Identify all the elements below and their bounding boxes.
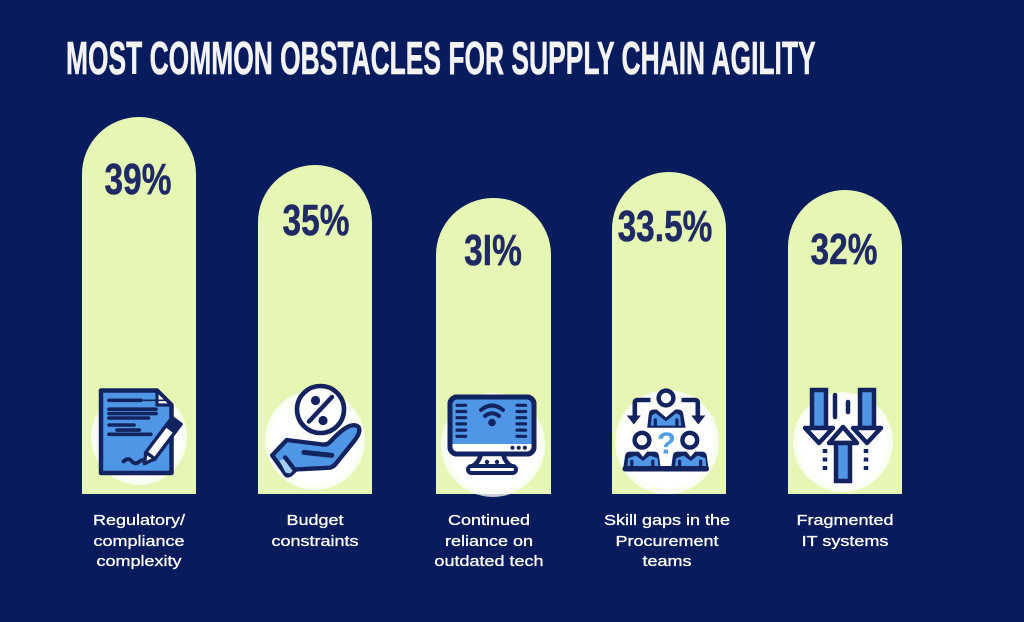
svg-text:?: ?	[657, 426, 676, 461]
